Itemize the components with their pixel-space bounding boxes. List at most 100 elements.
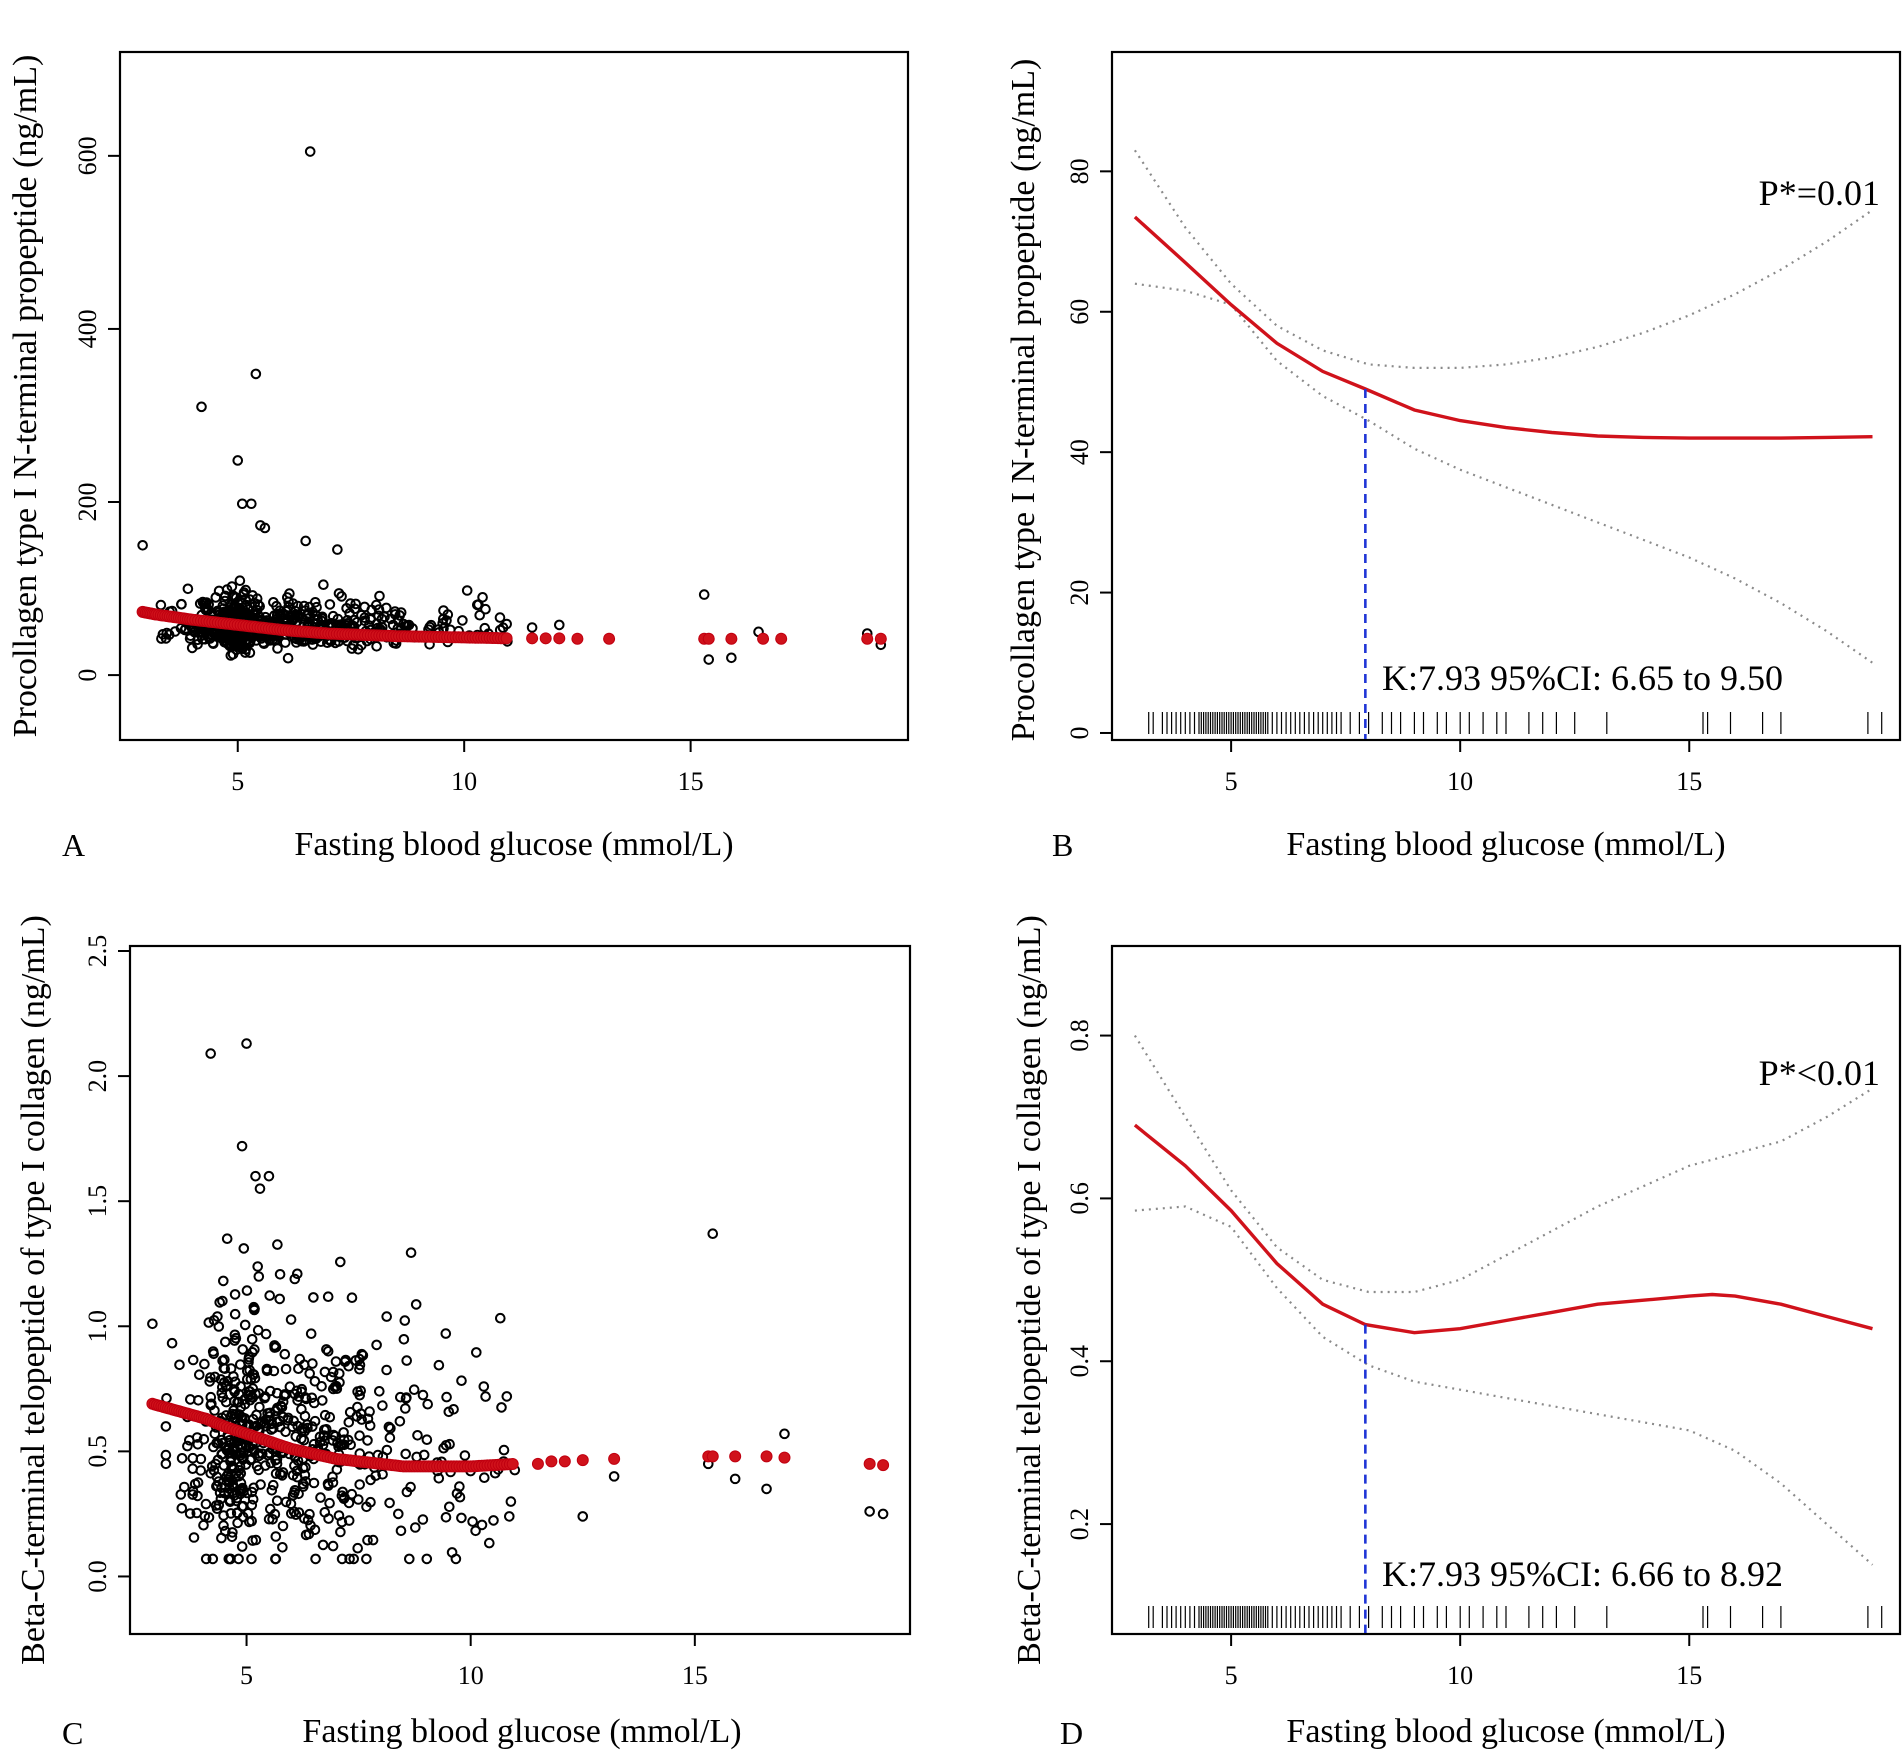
data-point-c (166, 1337, 178, 1349)
panel-letter-d: D (1060, 1715, 1083, 1751)
data-point-a (268, 597, 279, 608)
data-point-c (226, 1531, 238, 1543)
spline-lines-d (1133, 1035, 1874, 1633)
data-point-c (282, 1412, 294, 1424)
fitted-point-a (539, 632, 552, 645)
data-point-c (280, 1496, 292, 1508)
data-point-a (438, 613, 449, 625)
data-point-c (279, 1348, 291, 1360)
data-point-c (260, 1460, 271, 1471)
data-point-c (456, 1375, 467, 1386)
data-point-c (229, 1308, 241, 1320)
data-point-c (225, 1363, 237, 1374)
data-point-c (200, 1498, 212, 1510)
data-point-a (215, 632, 227, 644)
data-point-c (275, 1400, 287, 1412)
data-point-c (207, 1346, 219, 1357)
data-point-c (479, 1472, 490, 1483)
data-point-a (251, 593, 263, 605)
data-point-c (343, 1515, 355, 1526)
data-point-a (389, 606, 401, 617)
data-point-c (384, 1432, 396, 1443)
fitted-point-a (526, 632, 539, 645)
data-point-c (336, 1553, 348, 1565)
data-point-c (287, 1489, 299, 1501)
data-point-a (192, 639, 203, 650)
outlier-point-a (332, 544, 343, 555)
x-tick-label-a-10: 10 (451, 767, 477, 796)
data-point-c (244, 1516, 255, 1528)
data-point-c (383, 1421, 395, 1433)
data-point-c (232, 1517, 243, 1529)
y-tick-label-c-0.5: 0.5 (83, 1435, 112, 1468)
outlier-point-c (707, 1228, 719, 1240)
data-point-c (266, 1485, 278, 1496)
data-point-c (289, 1485, 301, 1496)
x-tick-label-b-10: 10 (1447, 767, 1473, 796)
data-point-a (289, 612, 301, 624)
data-point-c (207, 1553, 219, 1565)
data-point-c (324, 1497, 335, 1509)
x-tick-label-a-5: 5 (231, 767, 244, 796)
data-point-c (408, 1384, 420, 1395)
outlier-point-a (703, 654, 715, 665)
outlier-point-a (236, 498, 248, 510)
data-point-c (265, 1457, 277, 1469)
data-point-c (277, 1520, 289, 1532)
data-point-c (440, 1512, 452, 1523)
data-point-c (354, 1363, 365, 1375)
data-point-c (287, 1421, 298, 1433)
fitted-point-c (608, 1452, 621, 1465)
data-point-c (343, 1360, 354, 1372)
data-point-c (243, 1351, 255, 1363)
y-tick-label-b-20: 20 (1065, 580, 1094, 606)
data-point-c (505, 1496, 517, 1507)
data-point-c (198, 1434, 210, 1445)
x-tick-label-a-15: 15 (678, 767, 704, 796)
data-point-c (355, 1408, 367, 1419)
data-point-a (274, 605, 286, 617)
outlier-point-c (877, 1508, 889, 1520)
y-tick-label-d-0.8: 0.8 (1065, 1019, 1094, 1052)
spline-lines-b (1133, 149, 1874, 739)
p-value-b: P*=0.01 (1759, 173, 1880, 213)
data-point-c (338, 1427, 349, 1438)
fitted-values-a (136, 605, 887, 645)
data-point-c (395, 1525, 407, 1537)
data-point-c (229, 1329, 241, 1341)
data-point-c (199, 1510, 211, 1522)
data-point-c (246, 1499, 258, 1511)
data-point-c (212, 1454, 224, 1466)
data-point-c (239, 1319, 251, 1331)
data-point-c (356, 1414, 368, 1425)
data-point-a (197, 596, 209, 608)
outlier-point-a (300, 535, 311, 547)
data-point-c (329, 1431, 341, 1442)
data-point-c (220, 1396, 232, 1408)
data-point-c (405, 1481, 416, 1493)
data-point-c (292, 1471, 303, 1483)
data-point-c (384, 1497, 395, 1509)
data-point-c (401, 1355, 413, 1366)
data-point-c (233, 1465, 245, 1476)
data-point-a (307, 639, 319, 650)
y-tick-label-a-600: 600 (73, 136, 102, 175)
data-point-a (155, 599, 167, 611)
data-point-c (315, 1492, 326, 1503)
data-point-c (323, 1480, 334, 1491)
data-point-c (259, 1418, 271, 1429)
outlier-point-a (304, 146, 316, 157)
plot-frame-c (128, 944, 912, 1636)
outlier-point-a (698, 589, 710, 600)
data-point-a (373, 610, 384, 622)
y-tick-label-c-2.5: 2.5 (83, 935, 112, 968)
data-point-c (459, 1450, 471, 1461)
data-point-a (227, 591, 239, 602)
fitted-point-a (500, 632, 513, 645)
data-point-c (235, 1359, 246, 1370)
fitted-point-c (576, 1454, 589, 1467)
data-point-c (310, 1553, 321, 1565)
scatter-cloud-c (160, 1233, 521, 1565)
data-point-c (344, 1553, 355, 1565)
